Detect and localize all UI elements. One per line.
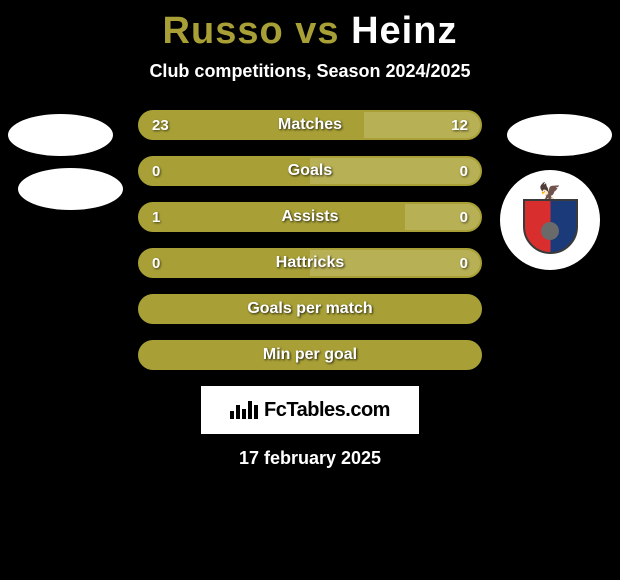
stat-left-value: 23 [152, 117, 169, 134]
date-text: 17 february 2025 [0, 448, 620, 469]
stat-right-value: 0 [460, 255, 468, 272]
stat-left-value: 0 [152, 255, 160, 272]
brand-box[interactable]: FcTables.com [201, 386, 419, 434]
subtitle: Club competitions, Season 2024/2025 [0, 61, 620, 82]
vs-separator: vs [295, 10, 339, 52]
stat-row: 0 0 Hattricks [138, 248, 482, 278]
player1-avatar [8, 114, 113, 156]
bar-chart-icon [230, 401, 258, 419]
stat-left-value: 0 [152, 163, 160, 180]
page-title: Russo vs Heinz [0, 10, 620, 53]
stat-right-bar: 12 [364, 112, 480, 138]
stat-right-value: 12 [451, 117, 468, 134]
stat-full-row: Min per goal [138, 340, 482, 370]
stat-left-value: 1 [152, 209, 160, 226]
stat-left-bar: 1 [140, 204, 405, 230]
stat-left-bar: 0 [140, 158, 310, 184]
player1-name: Russo [163, 10, 284, 52]
stat-row: 1 0 Assists [138, 202, 482, 232]
stat-row: 23 12 Matches [138, 110, 482, 140]
stat-label: Goals [288, 162, 332, 180]
stat-label: Hattricks [276, 254, 344, 272]
stat-right-bar: 0 [310, 158, 480, 184]
stat-label: Assists [282, 208, 339, 226]
stat-right-bar: 0 [405, 204, 480, 230]
player2-club-badge: 🦅 [500, 170, 600, 270]
stat-row: 0 0 Goals [138, 156, 482, 186]
stat-right-value: 0 [460, 163, 468, 180]
brand-text: FcTables.com [264, 399, 390, 422]
player2-avatar [507, 114, 612, 156]
stat-full-row: Goals per match [138, 294, 482, 324]
stat-label: Goals per match [247, 300, 372, 318]
player1-club-badge [18, 168, 123, 210]
club-logo-icon: 🦅 [523, 186, 578, 254]
stat-right-value: 0 [460, 209, 468, 226]
stat-label: Matches [278, 116, 342, 134]
player2-name: Heinz [351, 10, 457, 52]
stat-label: Min per goal [263, 346, 357, 364]
main-container: Russo vs Heinz Club competitions, Season… [0, 0, 620, 479]
